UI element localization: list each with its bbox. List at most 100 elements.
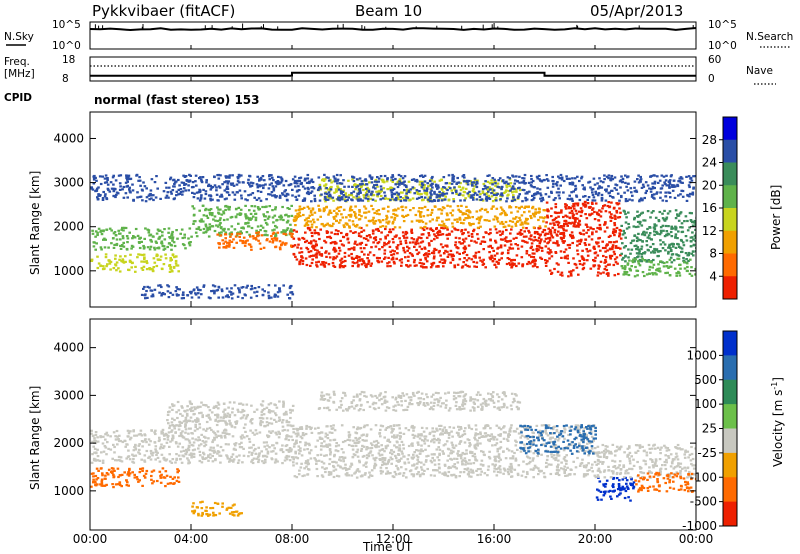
cell-power-8	[624, 198, 628, 201]
cell-power-2	[165, 194, 169, 197]
cell-velocity-1	[188, 453, 191, 456]
cell-power-10	[692, 238, 695, 241]
cell-power-8	[557, 194, 561, 197]
cell-power-8	[462, 174, 466, 177]
cell-power-9	[549, 230, 553, 233]
cell-power-10	[627, 256, 630, 259]
cell-power-5	[332, 258, 335, 261]
cell-power-5	[384, 235, 387, 238]
cell-power-9	[568, 211, 572, 214]
cell-power-5	[525, 227, 528, 230]
cell-power-8	[566, 197, 570, 200]
cell-power-3	[211, 225, 215, 228]
cell-power-9	[560, 256, 563, 259]
cell-power-8	[665, 199, 668, 203]
cell-power-3	[248, 209, 251, 212]
cell-velocity-1	[175, 442, 178, 445]
cell-power-11	[626, 263, 630, 266]
cell-power-3	[246, 216, 249, 219]
cell-power-9	[587, 235, 591, 238]
cell-power-7	[491, 200, 495, 203]
cell-power-5	[449, 249, 453, 252]
cell-power-8	[311, 180, 315, 184]
cell-power-5	[479, 259, 482, 262]
cell-power-8	[568, 194, 571, 197]
cell-power-9	[597, 245, 601, 248]
cell-power-11	[648, 272, 651, 275]
cell-power-9	[612, 250, 616, 253]
cell-power-4	[278, 246, 282, 249]
cell-power-2	[99, 182, 103, 186]
cell-power-10	[694, 236, 696, 239]
cell-power-6	[519, 223, 523, 226]
cell-power-11	[628, 267, 631, 270]
cell-power-2	[142, 181, 145, 184]
cell-power-2	[95, 179, 98, 182]
cell-velocity-1	[207, 437, 210, 440]
cell-velocity-1	[164, 459, 168, 462]
cell-velocity-1	[166, 436, 170, 439]
cell-power-5	[340, 243, 344, 246]
cell-power-6	[410, 220, 414, 223]
cell-power-7	[372, 194, 376, 197]
cell-power-10	[679, 211, 683, 214]
cell-power-9	[583, 258, 586, 262]
cell-power-11	[653, 272, 657, 275]
cell-power-9	[562, 227, 565, 230]
cell-power-8	[680, 177, 684, 180]
cell-power-6	[523, 220, 527, 223]
cell-power-9	[581, 263, 585, 266]
cell-power-9	[572, 236, 575, 239]
cell-power-6	[468, 222, 471, 225]
cell-velocity-1	[96, 436, 99, 439]
cell-power-11	[685, 262, 689, 265]
cell-velocity-2	[246, 413, 249, 417]
cell-power-10	[633, 244, 637, 248]
cell-velocity-1	[211, 449, 214, 452]
cell-velocity-0	[100, 480, 104, 483]
cell-velocity-0	[151, 482, 154, 485]
cell-power-10	[685, 258, 688, 261]
cell-power-5	[345, 233, 348, 236]
cell-velocity-1	[162, 456, 166, 459]
cell-power-8	[393, 198, 396, 201]
cell-power-9	[590, 201, 594, 204]
cell-power-5	[367, 259, 371, 262]
cell-power-5	[421, 227, 425, 230]
cell-power-5	[332, 264, 335, 267]
cell-power-7	[471, 190, 475, 193]
cell-power-5	[544, 259, 547, 262]
cell-power-5	[393, 262, 396, 265]
cell-power-9	[576, 240, 579, 243]
cell-power-6	[435, 219, 439, 222]
cell-power-9	[569, 272, 573, 275]
cell-power-8	[486, 174, 489, 177]
cell-power-4	[247, 243, 251, 246]
cell-power-8	[431, 186, 434, 189]
cell-power-5	[422, 254, 426, 257]
cell-velocity-0	[127, 484, 130, 487]
cell-power-0	[115, 238, 119, 241]
cell-power-0	[149, 239, 153, 242]
cell-power-4	[282, 232, 286, 235]
cell-velocity-2	[222, 410, 225, 413]
cell-velocity-2	[171, 417, 174, 420]
cell-power-2	[237, 173, 241, 176]
cell-power-6	[348, 226, 351, 229]
cell-power-9	[584, 238, 587, 241]
cell-power-2	[279, 176, 283, 179]
cell-power-1	[124, 255, 127, 258]
cell-power-8	[417, 196, 421, 199]
cell-power-5	[410, 231, 414, 234]
cell-power-5	[310, 240, 313, 243]
cell-power-5	[532, 239, 535, 242]
cell-power-5	[462, 252, 465, 255]
cell-power-1	[134, 270, 137, 273]
cell-power-9	[615, 256, 619, 259]
cell-velocity-1	[242, 454, 246, 457]
cell-power-5	[498, 230, 501, 233]
cell-power-3	[288, 207, 291, 210]
cell-power-8	[323, 192, 327, 195]
cell-power-5	[363, 247, 366, 250]
cell-power-7	[402, 197, 405, 200]
